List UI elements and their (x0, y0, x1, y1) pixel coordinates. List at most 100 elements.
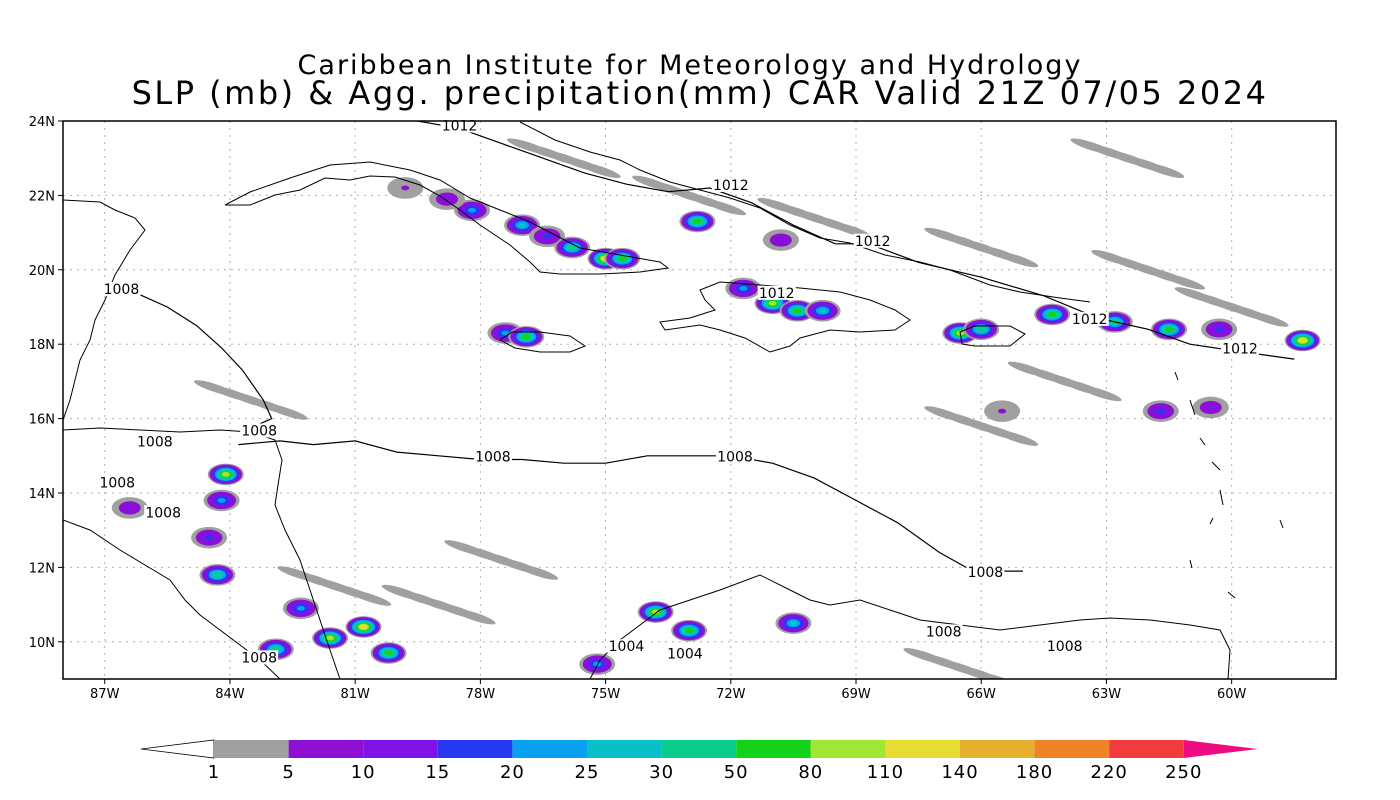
colorbar-label: 110 (867, 762, 904, 783)
precip-streak (1163, 274, 1206, 290)
precip-streak (453, 608, 496, 625)
precip-cell (401, 185, 410, 191)
lon-tick-label: 75W (591, 687, 621, 702)
precip-cell (468, 207, 477, 213)
lat-tick-label: 10N (29, 636, 55, 651)
precip-streak (1079, 385, 1122, 402)
colorbar-segment (960, 740, 1035, 758)
precip-cell (1206, 405, 1215, 410)
precip-cell (685, 628, 694, 634)
precip-streak (578, 162, 621, 178)
precip-streak (349, 590, 392, 606)
lon-tick-label: 78W (466, 687, 496, 702)
precip-cell (651, 609, 660, 615)
isobar-label-bg (665, 646, 704, 661)
precip-cell (977, 326, 986, 332)
precip-streak (829, 221, 872, 238)
precip-cell (213, 572, 222, 578)
isobar-label-bg (715, 449, 754, 464)
precip-cell (998, 408, 1007, 414)
lon-tick-label: 72W (716, 687, 746, 702)
colorbar-label: 140 (941, 762, 978, 783)
isobar-label-bg (144, 505, 183, 520)
colorbar-label: 20 (500, 762, 525, 783)
colorbar-label: 50 (724, 762, 749, 783)
colorbar-segment (1034, 740, 1110, 758)
precip-streak (1246, 311, 1289, 327)
coastline-hispaniola (659, 281, 911, 353)
isobar-label-bg (757, 285, 796, 300)
axis-ticks: 87W 84W 81W 78W 75W 72W 69W 66W 63W 60W 24N 22N 20N 1… (29, 115, 1247, 702)
lat-tick-label: 24N (29, 115, 55, 130)
lon-tick-label: 87W (90, 687, 120, 702)
lon-tick-label: 60W (1217, 687, 1247, 702)
lat-tick-label: 12N (29, 561, 55, 576)
precip-cell (593, 661, 602, 667)
precip-cell (326, 635, 335, 641)
lon-tick-label: 69W (841, 687, 871, 702)
precip-cell (1165, 326, 1174, 332)
lon-tick-label: 66W (967, 687, 997, 702)
isobar-label-bg (607, 639, 646, 654)
precip-streak (265, 404, 308, 420)
isobar-label-bg (135, 434, 174, 449)
colorbar-label: 25 (575, 762, 600, 783)
colorbar-segment (885, 740, 960, 758)
precip-cell (125, 505, 134, 511)
precip-cell (818, 308, 827, 314)
precip-cell (543, 233, 552, 239)
colorbar-under-arrow (140, 739, 215, 759)
colorbar-label: 220 (1091, 762, 1128, 783)
isobar-label-bg (240, 423, 279, 438)
lon-tick-label: 63W (1092, 687, 1122, 702)
coastline-cuba (224, 161, 670, 275)
lon-tick-label: 81W (340, 687, 370, 702)
precip-cell (1298, 338, 1307, 343)
isobar-label: 1004 (667, 647, 703, 663)
precip-cell (1048, 312, 1057, 317)
colorbar-label: 30 (649, 762, 674, 783)
precip-cell (768, 300, 777, 306)
lat-tick-label: 16N (29, 413, 55, 428)
precip-cell (693, 219, 702, 224)
isobar-label: 1008 (926, 624, 962, 640)
colorbar-label: 5 (282, 762, 294, 783)
precip-streak (516, 564, 559, 580)
colorbar-legend: 1 5 10 15 20 25 30 50 80 110 140 180 220 250 (140, 739, 1258, 783)
isobar-label: 1012 (1072, 312, 1108, 328)
isobar-label: 1008 (241, 423, 277, 439)
colorbar-segment (363, 740, 438, 758)
chart-title: Caribbean Institute for Meteorology and … (297, 50, 1083, 81)
colorbar-segment (661, 740, 737, 758)
chart-subtitle: SLP (mb) & Agg. precipitation(mm) CAR Va… (131, 74, 1269, 112)
precip-cell (384, 650, 393, 656)
isobar-labels: 1012 1012 1012 1012 1012 1012 1008 1008 1008 1008… (98, 118, 1260, 666)
coastline-jamaica (499, 331, 587, 353)
colorbar-label: 1 (208, 762, 220, 783)
precip-cell (568, 245, 577, 250)
precip-cell (205, 535, 214, 541)
isobar-label-bg (1221, 341, 1260, 356)
isobar-label-bg (440, 118, 479, 133)
colorbar-label: 15 (425, 762, 450, 783)
isobar-label-bg (240, 650, 279, 665)
colorbar-segment (736, 740, 811, 758)
isobar-label-bg (924, 624, 963, 639)
precip-cell (1156, 408, 1165, 414)
isobar-label-bg (711, 177, 750, 192)
precip-cell (518, 222, 527, 228)
precip-cell (217, 498, 226, 503)
isobar-label: 1012 (713, 178, 749, 194)
precip-cell (359, 624, 368, 630)
coastline-puerto-rico (959, 325, 1026, 347)
precip-cell (793, 308, 802, 314)
isobar-label: 1008 (137, 435, 173, 451)
colorbar-segment (288, 740, 364, 758)
isobar-1008 (133, 291, 273, 431)
colorbar-segment (1109, 740, 1184, 758)
isobar-label-bg (473, 449, 512, 464)
precip-cell (789, 620, 798, 626)
colorbar-label: 250 (1165, 762, 1202, 783)
colorbar-label: 180 (1016, 762, 1053, 783)
precip-streak (996, 251, 1039, 268)
